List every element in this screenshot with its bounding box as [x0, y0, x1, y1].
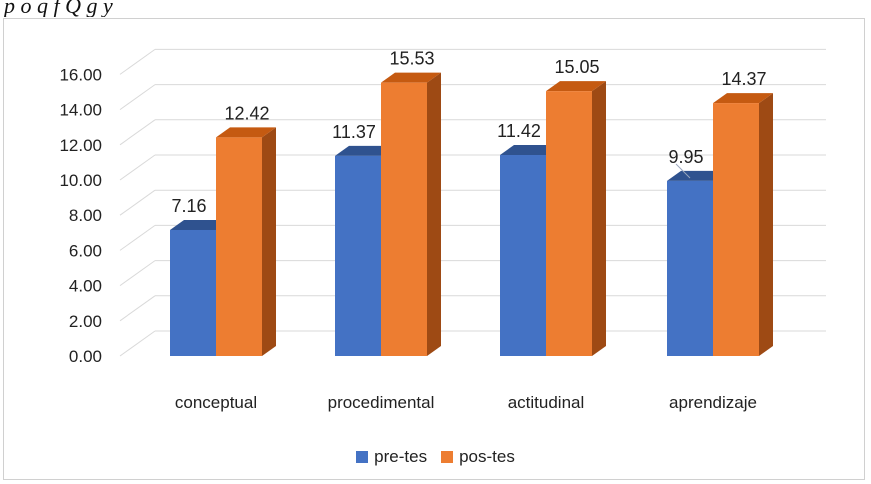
bar-top — [381, 72, 441, 83]
bar-top — [546, 81, 606, 92]
gridline-depth — [119, 224, 156, 251]
bar-side — [427, 72, 441, 356]
gridline-depth — [119, 295, 156, 322]
bar-side — [262, 127, 276, 357]
y-tick-label: 2.00 — [69, 312, 102, 331]
x-tick-label: aprendizaje — [669, 393, 757, 412]
x-tick-label: conceptual — [175, 393, 257, 412]
data-label: 14.37 — [721, 69, 766, 89]
chart-legend: pre-tes pos-tes — [0, 444, 871, 470]
bar-top — [335, 145, 395, 156]
y-tick-label: 0.00 — [69, 347, 102, 366]
gridline-depth — [119, 154, 156, 181]
bar — [546, 91, 592, 357]
legend-item-pos-tes: pos-tes — [441, 447, 515, 467]
y-tick-label: 6.00 — [69, 241, 102, 260]
data-label: 15.53 — [389, 49, 434, 69]
bar-side — [759, 93, 773, 356]
bar — [381, 82, 427, 356]
legend-item-pre-tes: pre-tes — [356, 447, 427, 467]
data-label: 12.42 — [224, 103, 269, 123]
bar-side — [592, 81, 606, 357]
bar-top — [170, 219, 230, 230]
y-tick-label: 14.00 — [59, 101, 102, 120]
y-tick-label: 8.00 — [69, 206, 102, 225]
legend-label-pos-tes: pos-tes — [459, 447, 515, 466]
y-tick-label: 16.00 — [59, 65, 102, 84]
bar-top — [667, 170, 727, 181]
gridline-depth — [119, 260, 156, 287]
data-label: 9.95 — [668, 147, 703, 167]
data-label: 11.37 — [332, 122, 376, 142]
bar-top — [500, 145, 560, 156]
bar — [667, 180, 713, 356]
bar-top — [713, 93, 773, 104]
data-label: 11.42 — [497, 121, 541, 141]
bar — [216, 137, 262, 356]
label-leader-line — [675, 163, 691, 179]
legend-swatch-pos-tes — [441, 451, 454, 463]
bar — [713, 103, 759, 356]
bar — [335, 155, 381, 356]
gridline-depth — [119, 84, 156, 111]
gridline-depth — [119, 189, 156, 216]
data-label: 7.16 — [171, 196, 206, 216]
gridline-depth — [119, 330, 156, 357]
bar-top — [216, 127, 276, 138]
y-tick-label: 12.00 — [59, 136, 102, 155]
x-tick-label: actitudinal — [508, 393, 585, 412]
gridline-depth — [119, 48, 156, 75]
gridline-depth — [119, 119, 156, 146]
x-tick-label: procedimental — [328, 393, 435, 412]
y-tick-label: 10.00 — [59, 171, 102, 190]
page-caption: p o q f Q g y — [4, 0, 113, 17]
bar — [500, 155, 546, 356]
y-tick-label: 4.00 — [69, 277, 102, 296]
bar — [170, 229, 216, 356]
data-label: 15.05 — [554, 57, 599, 77]
legend-label-pre-tes: pre-tes — [374, 447, 428, 466]
legend-swatch-pre-tes — [356, 451, 369, 463]
